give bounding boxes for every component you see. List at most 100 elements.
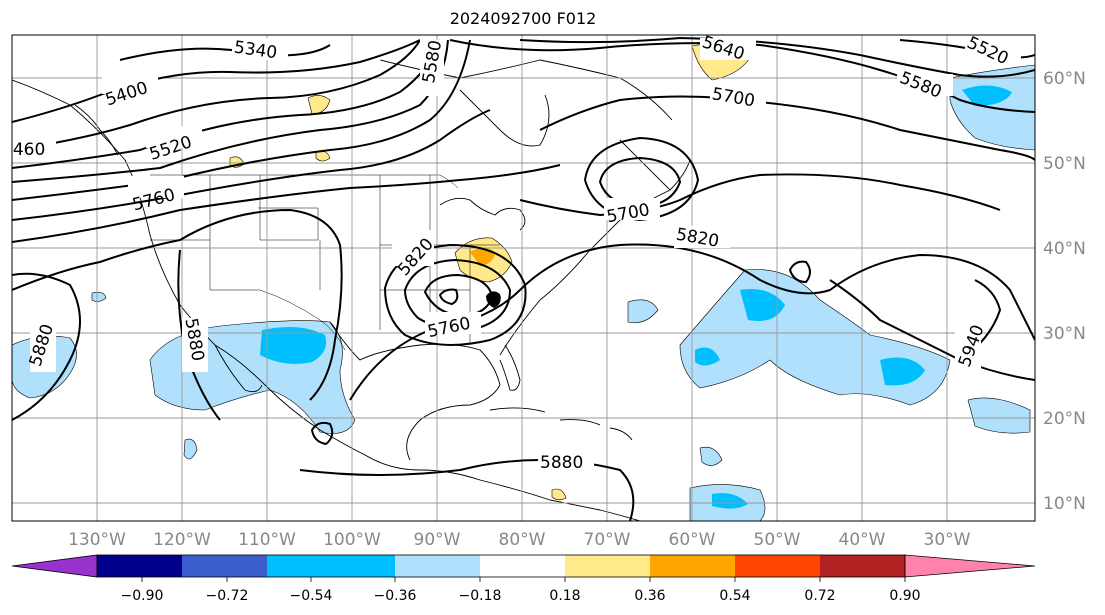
shading-mexico-core <box>260 326 327 364</box>
colorbar-bin-10 <box>820 555 905 577</box>
border-us-canada <box>150 174 459 189</box>
lon-label-120w: 120°W <box>153 530 211 550</box>
contour-5460 <box>12 39 421 151</box>
lon-label-30w: 30°W <box>924 530 971 550</box>
contour-5700-west <box>12 109 491 221</box>
contour-5880-east <box>829 279 1035 381</box>
shading-small-blue-3 <box>91 291 107 302</box>
colorbar-extend-low <box>11 554 98 578</box>
colorbar-tick-label: 0.36 <box>634 588 665 604</box>
height-contours <box>12 36 1035 521</box>
lon-label-80w: 80°W <box>499 530 546 550</box>
contour-5640-west <box>12 39 471 201</box>
colorbar-outline <box>96 554 906 578</box>
lat-label-50n: 50°N <box>1043 154 1086 174</box>
cutoff-low-middle <box>403 258 512 330</box>
contour-5400 <box>12 39 421 123</box>
contour-5880-west <box>12 272 81 421</box>
colorbar-bin-8 <box>650 555 735 577</box>
florida <box>499 344 521 391</box>
shading-atlantic-core-1 <box>740 289 785 321</box>
contour-label-5460: 5460 <box>2 140 45 160</box>
colorbar-tick-label: 0.18 <box>549 588 580 604</box>
central-america <box>419 469 641 521</box>
colorbar-bin-9 <box>735 555 820 577</box>
colorbar-bin-1 <box>97 555 182 577</box>
shading-caribbean-core <box>712 493 748 509</box>
shading-east-blue <box>967 397 1031 434</box>
shading-us-orange <box>470 248 495 266</box>
colorbar-bin-5 <box>395 555 480 577</box>
colorbar-tick-label: −0.54 <box>290 588 333 604</box>
contour-label-5580-east: 5580 <box>897 68 945 103</box>
colorbar-tick-label: 0.90 <box>889 588 920 604</box>
hudson-bay <box>459 89 550 147</box>
labrador <box>619 139 691 191</box>
lon-label-100w: 100°W <box>323 530 381 550</box>
shading-atlantic-core-2 <box>880 357 925 386</box>
colorbar-bin-3 <box>267 555 352 577</box>
shading-atlantic-core-3 <box>695 347 720 366</box>
lat-label-40n: 40°N <box>1043 239 1086 259</box>
colorbar: −0.90 −0.72 −0.54 −0.36 −0.18 0.18 0.36 … <box>11 554 1036 604</box>
contour-label-group: 5340 5400 5460 5520 5760 5580 5640 5520 … <box>2 35 1021 473</box>
map-area: 5340 5400 5460 5520 5760 5580 5640 5520 … <box>2 35 1035 521</box>
lon-label-60w: 60°W <box>669 530 716 550</box>
lon-label-50w: 50°W <box>754 530 801 550</box>
cutoff-low-outer <box>383 243 527 346</box>
alaska-panhandle <box>74 104 119 156</box>
contour-5340 <box>119 44 331 61</box>
contour-label-5880-central: 5880 <box>540 453 583 473</box>
longitude-labels: 130°W 120°W 110°W 100°W 90°W 80°W 70°W 6… <box>68 530 971 550</box>
grid-lines <box>12 35 1035 521</box>
shading-small-blue-4 <box>183 438 198 460</box>
contour-5580-west <box>12 39 449 183</box>
colorbar-tick-label: 0.72 <box>804 588 835 604</box>
shading-small-yellow-3 <box>551 488 567 501</box>
lon-label-110w: 110°W <box>238 530 296 550</box>
caribbean-islands <box>489 407 633 441</box>
low-center-dot <box>486 291 501 308</box>
latitude-labels: 60°N 50°N 40°N 30°N 20°N 10°N <box>1043 69 1086 514</box>
colorbar-ticks <box>141 577 906 582</box>
contour-5580-east <box>519 36 1035 78</box>
contour-5700-east <box>539 95 1035 161</box>
colorbar-tick-label: −0.36 <box>374 588 417 604</box>
lat-label-60n: 60°N <box>1043 69 1086 89</box>
colorbar-tick-label: −0.90 <box>121 588 164 604</box>
low-center <box>438 288 459 306</box>
lon-label-90w: 90°W <box>414 530 461 550</box>
lat-label-10n: 10°N <box>1043 494 1086 514</box>
shading-alaska-yellow <box>307 95 331 115</box>
colorbar-bin-2 <box>182 555 267 577</box>
anomaly-shading <box>12 44 1035 521</box>
shading-atlantic-blue-1 <box>679 269 951 406</box>
contour-5760-east <box>519 173 1001 217</box>
contour-5880-central <box>299 459 635 521</box>
contour-5760 <box>12 164 561 243</box>
contour-5640-east <box>449 39 1035 113</box>
colorbar-bin-6 <box>480 555 565 577</box>
small-high-atlantic <box>788 260 811 284</box>
colorbar-tick-label: −0.72 <box>206 588 249 604</box>
lat-label-20n: 20°N <box>1043 409 1086 429</box>
lon-label-40w: 40°W <box>839 530 886 550</box>
shading-northeast-core <box>962 85 1012 106</box>
cutoff-low-inner <box>423 273 494 318</box>
lon-label-130w: 130°W <box>68 530 126 550</box>
baja-california <box>214 344 263 393</box>
map-title: 2024092700 F012 <box>449 9 597 28</box>
lat-label-30n: 30°N <box>1043 324 1086 344</box>
colorbar-tick-label: 0.54 <box>719 588 750 604</box>
border-states-1 <box>209 175 431 330</box>
contour-5520 <box>12 39 441 169</box>
great-lakes <box>439 197 526 231</box>
colorbar-tick-label: −0.18 <box>459 588 502 604</box>
lon-label-70w: 70°W <box>584 530 631 550</box>
colorbar-bin-7 <box>565 555 650 577</box>
shading-small-blue-2 <box>699 446 723 466</box>
border-us-mexico <box>210 289 346 351</box>
map-frame <box>11 34 1036 522</box>
shading-small-blue-1 <box>627 299 659 324</box>
